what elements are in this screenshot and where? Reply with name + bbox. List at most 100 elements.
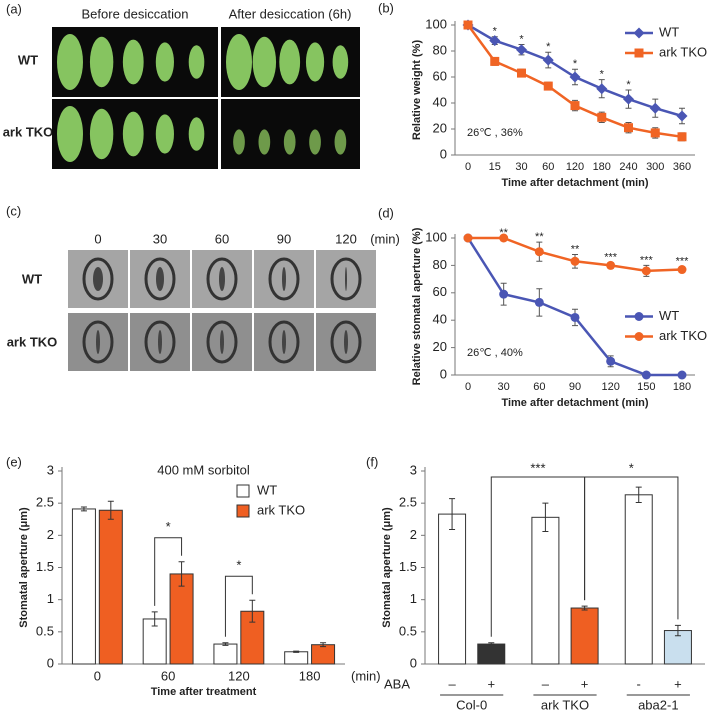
legend-label: WT — [257, 482, 277, 497]
x-tick-label: 360 — [673, 161, 691, 173]
x-tick-label: 180 — [673, 381, 691, 393]
error-bar — [293, 650, 300, 653]
leaf — [122, 111, 144, 157]
y-tick-label: 1 — [410, 591, 417, 606]
leaf — [89, 108, 114, 160]
y-tick-label: 100 — [425, 16, 447, 31]
bar — [438, 513, 467, 665]
legend-marker — [634, 312, 644, 321]
chart-title: 400 mM sorbitol — [157, 462, 250, 477]
marker — [596, 83, 608, 95]
marker — [624, 123, 633, 133]
stoma — [144, 257, 176, 301]
y-tick-label: 0.5 — [36, 623, 54, 638]
group-label: aba2-1 — [638, 697, 678, 712]
row-label: ark TKO — [3, 124, 54, 139]
bar — [311, 644, 336, 665]
marker — [517, 68, 526, 78]
marker — [489, 35, 501, 47]
leaf — [332, 45, 349, 79]
x-tick-label: 30 — [498, 381, 510, 393]
time-label: 90 — [277, 231, 291, 246]
bar — [531, 516, 560, 665]
bar — [477, 643, 506, 665]
panel-label: (e) — [6, 454, 22, 469]
pore — [344, 330, 348, 354]
x-tick-label: 0 — [465, 381, 471, 393]
legend-swatch — [236, 484, 250, 498]
stoma — [82, 257, 114, 301]
leaf — [252, 36, 277, 88]
pore — [96, 330, 100, 354]
x-tick-label: 120 — [228, 668, 250, 683]
significance: * — [573, 58, 578, 70]
x-tick-label: 180 — [593, 161, 611, 173]
leaf — [305, 42, 325, 82]
y-tick-label: 0 — [47, 655, 54, 670]
y-axis-title: Relative weight (%) — [411, 40, 423, 141]
y-tick-label: 0.5 — [399, 623, 417, 638]
bracket — [224, 575, 253, 637]
y-tick-label: 20 — [433, 120, 447, 135]
legend-label: ark TKO — [257, 502, 305, 517]
bracket — [154, 537, 183, 606]
column-label: After desiccation (6h) — [229, 6, 352, 21]
leaf — [57, 34, 83, 90]
marker — [650, 128, 660, 138]
error-bar — [222, 642, 229, 646]
leaf — [188, 117, 205, 151]
marker — [677, 265, 687, 275]
significance: *** — [530, 460, 545, 475]
y-tick-label: 0 — [440, 146, 447, 161]
pore — [345, 267, 347, 291]
y-tick-label: 20 — [433, 339, 447, 354]
error-bar — [581, 605, 588, 611]
y-tick-label: 100 — [425, 229, 447, 244]
legend-label: ark TKO — [659, 44, 707, 59]
x-tick-label: 15 — [489, 161, 501, 173]
panel-label: (c) — [6, 203, 21, 218]
x-tick-label: 300 — [646, 161, 664, 173]
marker — [463, 233, 473, 243]
panel-label: (f) — [366, 454, 378, 469]
group-label: ark TKO — [541, 697, 589, 712]
pore — [220, 330, 224, 354]
y-tick-label: 60 — [433, 284, 447, 299]
time-label: 120 — [335, 231, 357, 246]
marker — [597, 112, 607, 122]
pore — [158, 330, 162, 354]
leaf — [334, 129, 347, 155]
significance: ** — [499, 227, 508, 239]
error-bar — [635, 486, 642, 504]
error-bar — [80, 506, 87, 512]
stoma — [206, 257, 238, 301]
significance: * — [546, 41, 551, 53]
stoma — [268, 257, 300, 301]
legend-label: WT — [659, 308, 679, 323]
x-tick-label: 60 — [542, 161, 554, 173]
bar — [169, 573, 194, 665]
marker — [606, 260, 616, 270]
bar — [98, 509, 123, 665]
y-tick-label: 2 — [410, 527, 417, 542]
y-tick-label: 80 — [433, 257, 447, 272]
leaf — [233, 129, 245, 155]
bar — [624, 494, 653, 665]
marker — [677, 132, 687, 142]
y-tick-label: 80 — [433, 42, 447, 57]
leaf — [89, 36, 114, 88]
time-label: 30 — [153, 231, 167, 246]
significance: * — [626, 79, 631, 91]
x-tick-label: - — [637, 676, 641, 691]
error-bar — [488, 642, 495, 646]
marker — [534, 297, 544, 307]
pore — [219, 267, 225, 291]
y-axis-title: Stomatal aperture (μm) — [18, 507, 30, 628]
marker — [641, 266, 651, 276]
x-tick-label: 60 — [533, 381, 545, 393]
marker — [641, 370, 651, 380]
stoma — [82, 320, 114, 364]
panel-label: (d) — [378, 205, 394, 220]
x-tick-label: + — [487, 676, 495, 691]
y-axis-title: Relative stomatal aperture (%) — [411, 227, 423, 385]
